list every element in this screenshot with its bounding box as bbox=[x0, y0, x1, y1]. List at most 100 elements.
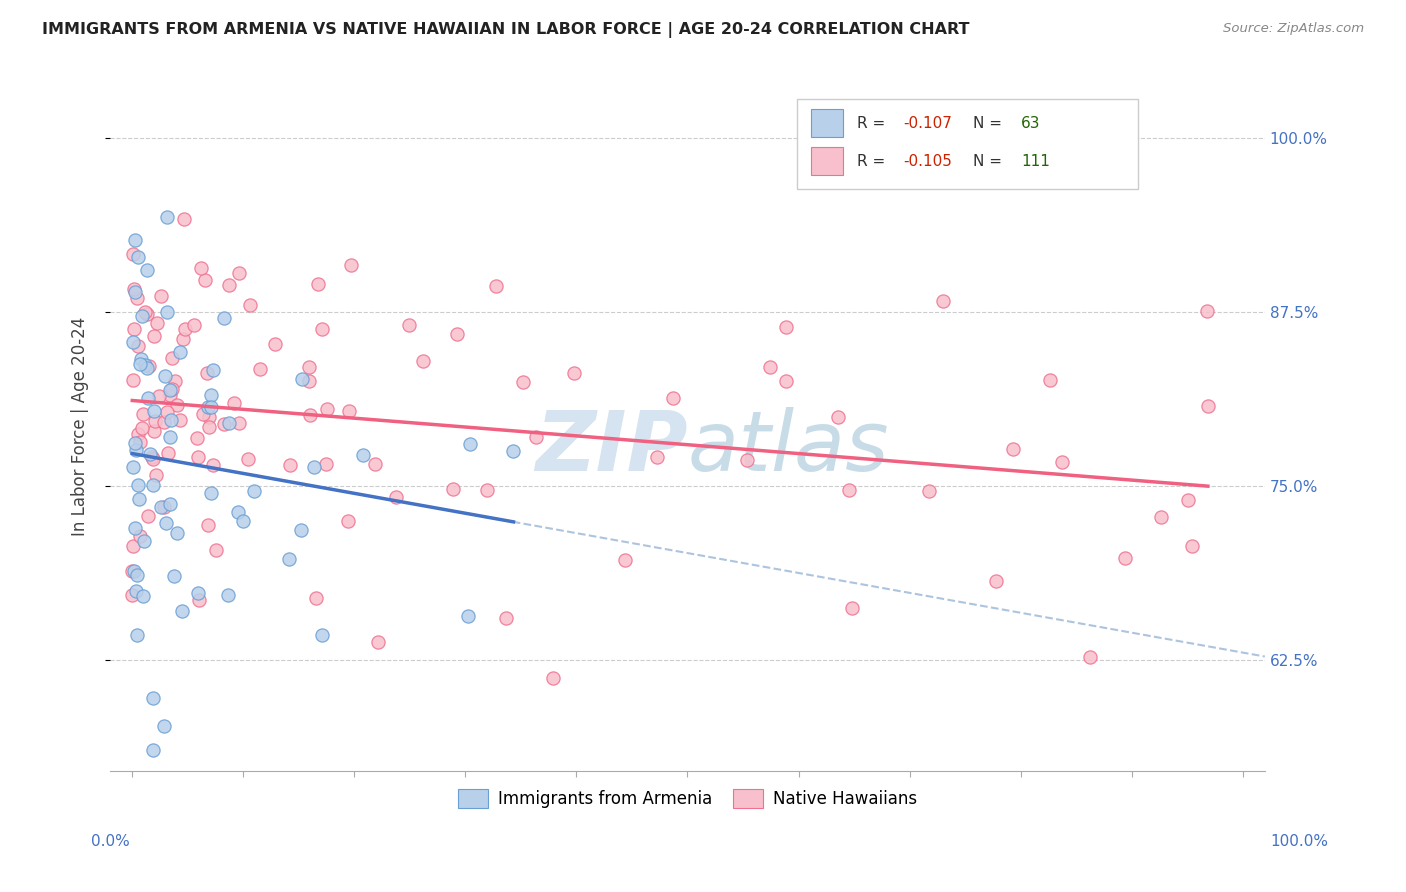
Point bbox=[495, 610, 517, 624]
Text: R =: R = bbox=[858, 116, 890, 131]
Point bbox=[124, 435, 146, 450]
Point bbox=[156, 305, 179, 319]
Point bbox=[200, 400, 222, 414]
Point bbox=[124, 283, 146, 297]
Point bbox=[1195, 304, 1218, 318]
Point bbox=[364, 457, 387, 471]
Point bbox=[162, 569, 184, 583]
Point bbox=[124, 285, 146, 300]
Point bbox=[290, 523, 312, 537]
Point bbox=[759, 359, 782, 374]
Point bbox=[121, 460, 143, 475]
Point bbox=[228, 417, 250, 431]
Point bbox=[159, 384, 181, 398]
Point bbox=[212, 417, 235, 431]
Point bbox=[159, 430, 181, 444]
Point bbox=[125, 584, 148, 599]
Point bbox=[141, 450, 163, 464]
Point bbox=[131, 589, 153, 603]
Point bbox=[352, 448, 374, 462]
Point bbox=[475, 483, 498, 498]
Point bbox=[512, 376, 534, 390]
Point bbox=[129, 529, 152, 543]
Point bbox=[931, 294, 953, 309]
Point bbox=[124, 233, 146, 247]
Legend: Immigrants from Armenia, Native Hawaiians: Immigrants from Armenia, Native Hawaiian… bbox=[451, 782, 924, 814]
Point bbox=[191, 407, 214, 421]
Point bbox=[166, 525, 188, 540]
Point bbox=[128, 491, 150, 506]
Point bbox=[1050, 455, 1073, 469]
Text: ZIP: ZIP bbox=[534, 407, 688, 488]
Point bbox=[173, 322, 195, 336]
Point bbox=[339, 403, 361, 417]
Point bbox=[121, 539, 143, 553]
Point bbox=[162, 351, 184, 365]
Point bbox=[131, 309, 153, 323]
Point bbox=[311, 627, 333, 641]
Text: 63: 63 bbox=[1021, 116, 1040, 131]
Point bbox=[163, 374, 186, 388]
Point bbox=[187, 586, 209, 600]
Point bbox=[150, 500, 173, 515]
Point bbox=[125, 628, 148, 642]
Point bbox=[142, 452, 165, 467]
Point bbox=[1177, 493, 1199, 508]
Point bbox=[197, 400, 219, 414]
Point bbox=[298, 360, 321, 375]
Point bbox=[142, 424, 165, 438]
Text: N =: N = bbox=[973, 116, 1007, 131]
Point bbox=[222, 396, 245, 410]
Point bbox=[1114, 550, 1136, 565]
Point bbox=[155, 405, 177, 419]
Point bbox=[152, 719, 174, 733]
Point bbox=[457, 609, 479, 624]
Point bbox=[838, 483, 860, 498]
Point bbox=[737, 453, 759, 467]
Point bbox=[446, 326, 468, 341]
Point bbox=[228, 266, 250, 280]
Point bbox=[153, 369, 176, 384]
Point bbox=[160, 382, 183, 396]
Text: Source: ZipAtlas.com: Source: ZipAtlas.com bbox=[1223, 22, 1364, 36]
Text: -0.107: -0.107 bbox=[904, 116, 952, 131]
Point bbox=[775, 320, 797, 334]
Point bbox=[1039, 373, 1062, 387]
Point bbox=[125, 291, 148, 305]
Text: R =: R = bbox=[858, 153, 890, 169]
Point bbox=[200, 388, 222, 402]
Point bbox=[441, 482, 464, 496]
Text: IMMIGRANTS FROM ARMENIA VS NATIVE HAWAIIAN IN LABOR FORCE | AGE 20-24 CORRELATIO: IMMIGRANTS FROM ARMENIA VS NATIVE HAWAII… bbox=[42, 22, 970, 38]
Point bbox=[827, 409, 849, 424]
Point bbox=[159, 498, 181, 512]
Point bbox=[152, 415, 174, 429]
Point bbox=[218, 416, 240, 430]
Point bbox=[138, 359, 160, 373]
Point bbox=[156, 210, 179, 224]
Point bbox=[134, 305, 156, 319]
Point bbox=[541, 671, 564, 685]
Point bbox=[236, 452, 259, 467]
Point bbox=[129, 435, 152, 450]
Point bbox=[239, 298, 262, 312]
Point bbox=[775, 375, 797, 389]
Point bbox=[142, 743, 165, 757]
Point bbox=[337, 514, 360, 528]
Point bbox=[278, 551, 301, 566]
Text: atlas: atlas bbox=[688, 407, 889, 488]
Point bbox=[134, 359, 156, 373]
Point bbox=[917, 483, 939, 498]
Point bbox=[194, 273, 217, 287]
Point bbox=[460, 437, 482, 451]
FancyBboxPatch shape bbox=[811, 110, 844, 137]
Point bbox=[122, 322, 145, 336]
Point bbox=[125, 442, 148, 457]
Point bbox=[131, 351, 153, 366]
Point bbox=[173, 211, 195, 226]
Point bbox=[143, 328, 166, 343]
Point bbox=[202, 363, 225, 377]
Point bbox=[127, 426, 149, 441]
FancyBboxPatch shape bbox=[811, 147, 844, 175]
Point bbox=[562, 366, 585, 380]
Text: N =: N = bbox=[973, 153, 1007, 169]
